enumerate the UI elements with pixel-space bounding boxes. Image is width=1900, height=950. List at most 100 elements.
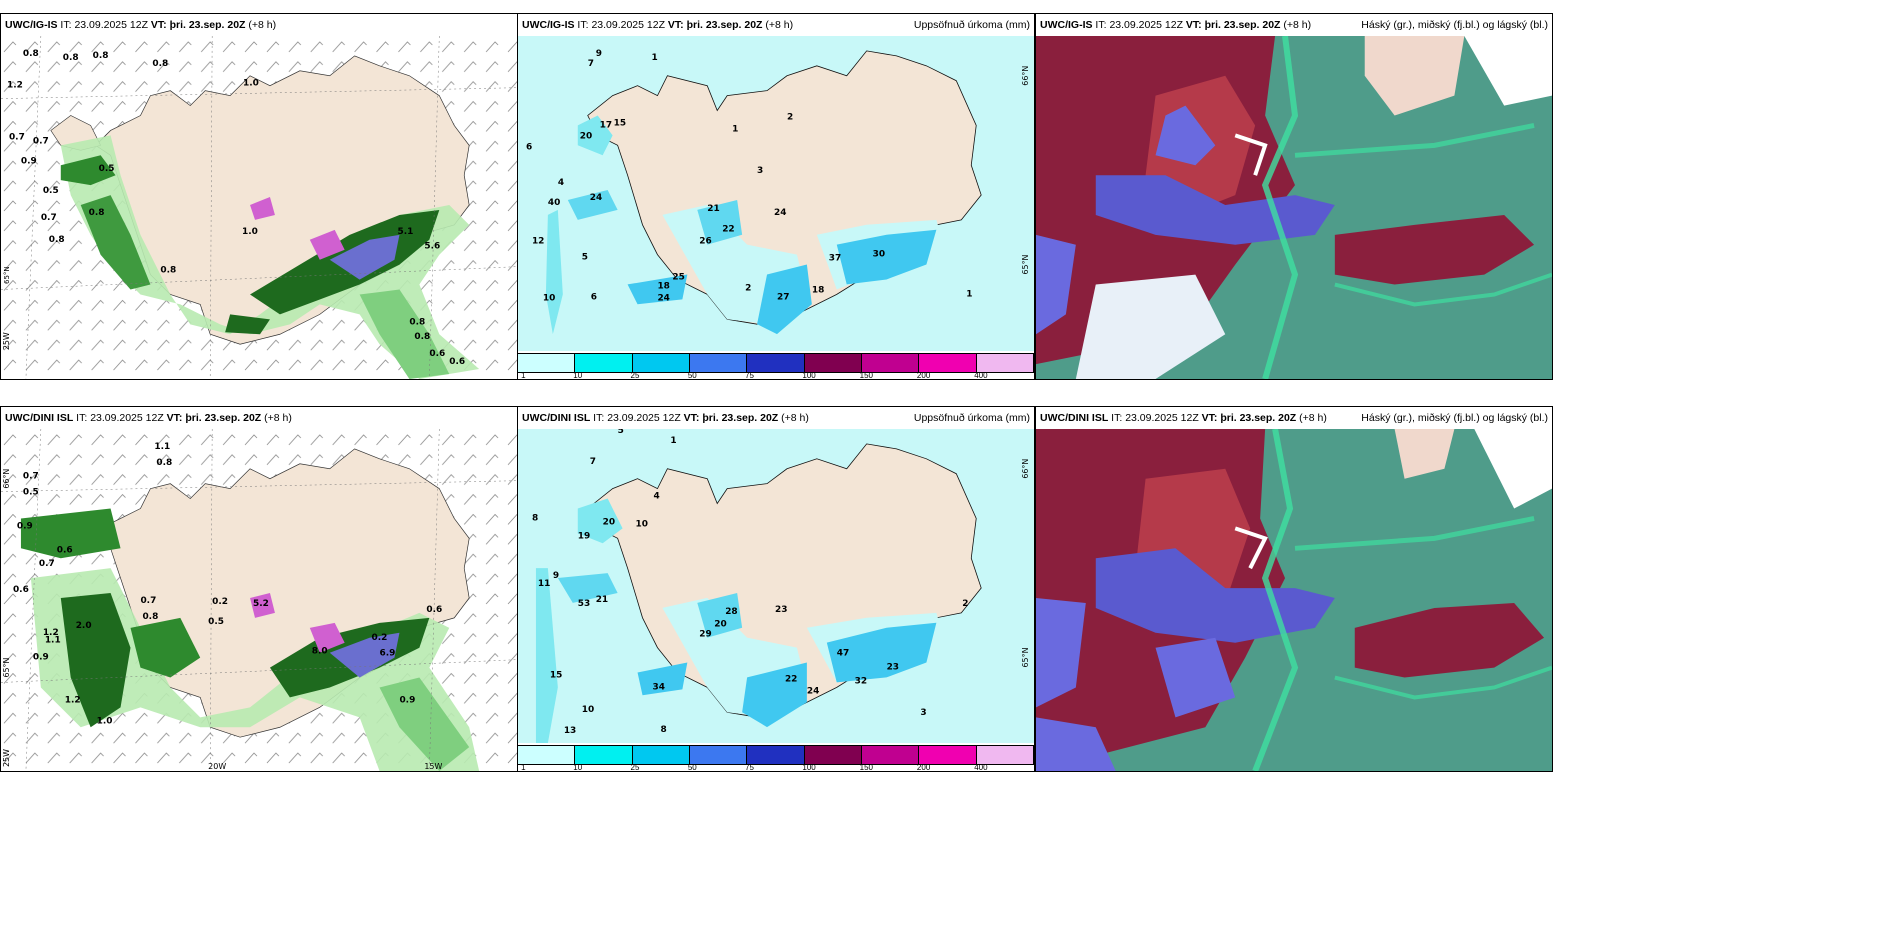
- svg-text:1: 1: [732, 124, 738, 134]
- init-time-label: IT:: [577, 19, 589, 31]
- product-title: Háský (gr.), miðský (fj.bl.) og lágský (…: [1361, 412, 1548, 424]
- svg-text:21: 21: [596, 595, 608, 605]
- svg-text:65°N: 65°N: [1021, 647, 1030, 667]
- svg-text:0.8: 0.8: [23, 49, 39, 59]
- panel-dini-rain-wind: UWC/DINI ISL IT: 23.09.2025 12Z VT: þri.…: [0, 406, 518, 772]
- init-time: 23.09.2025 12Z: [1109, 19, 1183, 31]
- valid-time: þri. 23.sep. 20Z: [185, 412, 262, 424]
- init-time-label: IT:: [593, 412, 605, 424]
- svg-text:37: 37: [829, 254, 841, 264]
- svg-text:7: 7: [590, 457, 596, 467]
- panel-dini-precip: UWC/DINI ISL IT: 23.09.2025 12Z VT: þri.…: [517, 406, 1035, 772]
- svg-text:0.8: 0.8: [49, 235, 65, 245]
- svg-text:0.7: 0.7: [41, 213, 57, 223]
- svg-text:5.2: 5.2: [253, 599, 269, 609]
- svg-text:0.9: 0.9: [33, 653, 49, 663]
- svg-text:0.7: 0.7: [39, 559, 55, 569]
- valid-time-label: VT:: [1185, 19, 1202, 31]
- rain-wind-map[interactable]: 1.1 0.8 0.7 0.5 0.9 0.6 0.7 0.6 0.7 0.8 2.0 1.2 1…: [1, 429, 517, 771]
- svg-text:0.5: 0.5: [23, 488, 39, 498]
- svg-text:0.7: 0.7: [9, 132, 25, 142]
- svg-text:0.9: 0.9: [21, 156, 37, 166]
- svg-text:0.5: 0.5: [208, 617, 224, 627]
- svg-text:0.8: 0.8: [142, 612, 158, 622]
- svg-text:22: 22: [785, 674, 797, 684]
- init-time: 23.09.2025 12Z: [607, 412, 681, 424]
- svg-text:10: 10: [582, 705, 594, 715]
- svg-text:6.9: 6.9: [380, 649, 396, 659]
- lead-time: (+8 h): [1283, 19, 1312, 31]
- svg-text:13: 13: [564, 726, 576, 736]
- svg-text:6: 6: [526, 142, 532, 152]
- svg-text:32: 32: [855, 676, 867, 686]
- svg-text:5.6: 5.6: [424, 242, 440, 252]
- svg-text:0.8: 0.8: [409, 317, 425, 327]
- svg-text:0.6: 0.6: [429, 349, 445, 359]
- model-name: UWC/DINI ISL: [1040, 412, 1109, 424]
- svg-text:0.8: 0.8: [156, 458, 172, 468]
- init-time: 23.09.2025 12Z: [1125, 412, 1199, 424]
- svg-text:27: 27: [777, 292, 789, 302]
- valid-time-label: VT:: [683, 412, 700, 424]
- panel-ig-is-precip: UWC/IG-IS IT: 23.09.2025 12Z VT: þri. 23…: [517, 13, 1035, 380]
- svg-text:65°N: 65°N: [2, 657, 11, 677]
- init-time: 23.09.2025 12Z: [591, 19, 665, 31]
- svg-text:0.2: 0.2: [212, 597, 228, 607]
- svg-text:1.0: 1.0: [243, 79, 259, 89]
- precip-legend-bar: [518, 745, 1034, 765]
- init-time: 23.09.2025 12Z: [74, 19, 148, 31]
- svg-text:0.6: 0.6: [13, 585, 29, 595]
- svg-text:20W: 20W: [208, 762, 226, 771]
- panel-dini-clouds: UWC/DINI ISL IT: 23.09.2025 12Z VT: þri.…: [1035, 406, 1553, 772]
- svg-text:24: 24: [807, 686, 819, 696]
- svg-text:19: 19: [578, 531, 590, 541]
- svg-text:23: 23: [887, 662, 899, 672]
- svg-text:40: 40: [548, 198, 560, 208]
- valid-time: þri. 23.sep. 20Z: [169, 19, 246, 31]
- svg-text:0.5: 0.5: [43, 186, 59, 196]
- valid-time-label: VT:: [1201, 412, 1218, 424]
- svg-text:2.0: 2.0: [76, 621, 92, 631]
- svg-text:18: 18: [657, 281, 669, 291]
- model-name: UWC/IG-IS: [522, 19, 575, 31]
- panel-header: UWC/DINI ISL IT: 23.09.2025 12Z VT: þri.…: [1, 407, 517, 429]
- svg-text:15: 15: [550, 670, 562, 680]
- svg-text:34: 34: [652, 682, 664, 692]
- svg-text:25W: 25W: [2, 332, 11, 350]
- svg-text:0.6: 0.6: [426, 605, 442, 615]
- svg-text:1: 1: [966, 289, 972, 299]
- cloud-map[interactable]: [1036, 36, 1552, 379]
- svg-text:23: 23: [775, 605, 787, 615]
- svg-text:0.8: 0.8: [414, 332, 430, 342]
- valid-time: þri. 23.sep. 20Z: [702, 412, 779, 424]
- svg-text:9: 9: [596, 49, 602, 59]
- svg-text:0.5: 0.5: [99, 164, 115, 174]
- rain-wind-map[interactable]: 0.8 0.8 0.8 0.8 1.0 1.2 0.7 0.7 0.9 0.5 0.5 0.7 0…: [1, 36, 517, 379]
- svg-text:21: 21: [707, 204, 719, 214]
- lead-time: (+8 h): [765, 19, 794, 31]
- svg-text:2: 2: [787, 112, 793, 122]
- precip-legend-ticks: 1 10 25 50 75 100 150 200 400: [521, 763, 988, 772]
- precip-map[interactable]: 9 7 1 20 15 17 6 4 1 2 3 40 24 21 22 26 24 12 5 25 18 24…: [518, 36, 1034, 351]
- svg-text:12: 12: [532, 237, 544, 247]
- svg-text:66°N: 66°N: [1021, 66, 1030, 86]
- svg-text:26: 26: [699, 237, 711, 247]
- valid-time-label: VT:: [150, 19, 167, 31]
- lead-time: (+8 h): [781, 412, 809, 424]
- svg-text:1.0: 1.0: [97, 716, 113, 726]
- lead-time: (+8 h): [1299, 412, 1327, 424]
- model-name: UWC/DINI ISL: [522, 412, 591, 424]
- svg-text:24: 24: [774, 208, 786, 218]
- svg-text:0.6: 0.6: [449, 357, 465, 367]
- init-time-label: IT:: [60, 19, 72, 31]
- model-name: UWC/IG-IS: [5, 19, 58, 31]
- svg-text:0.2: 0.2: [372, 633, 388, 643]
- init-time-label: IT:: [1111, 412, 1123, 424]
- svg-text:3: 3: [757, 166, 763, 176]
- model-name: UWC/DINI ISL: [5, 412, 74, 424]
- cloud-map[interactable]: [1036, 429, 1552, 771]
- svg-text:0.8: 0.8: [152, 59, 168, 69]
- svg-text:0.8: 0.8: [89, 208, 105, 218]
- svg-text:0.8: 0.8: [93, 51, 109, 61]
